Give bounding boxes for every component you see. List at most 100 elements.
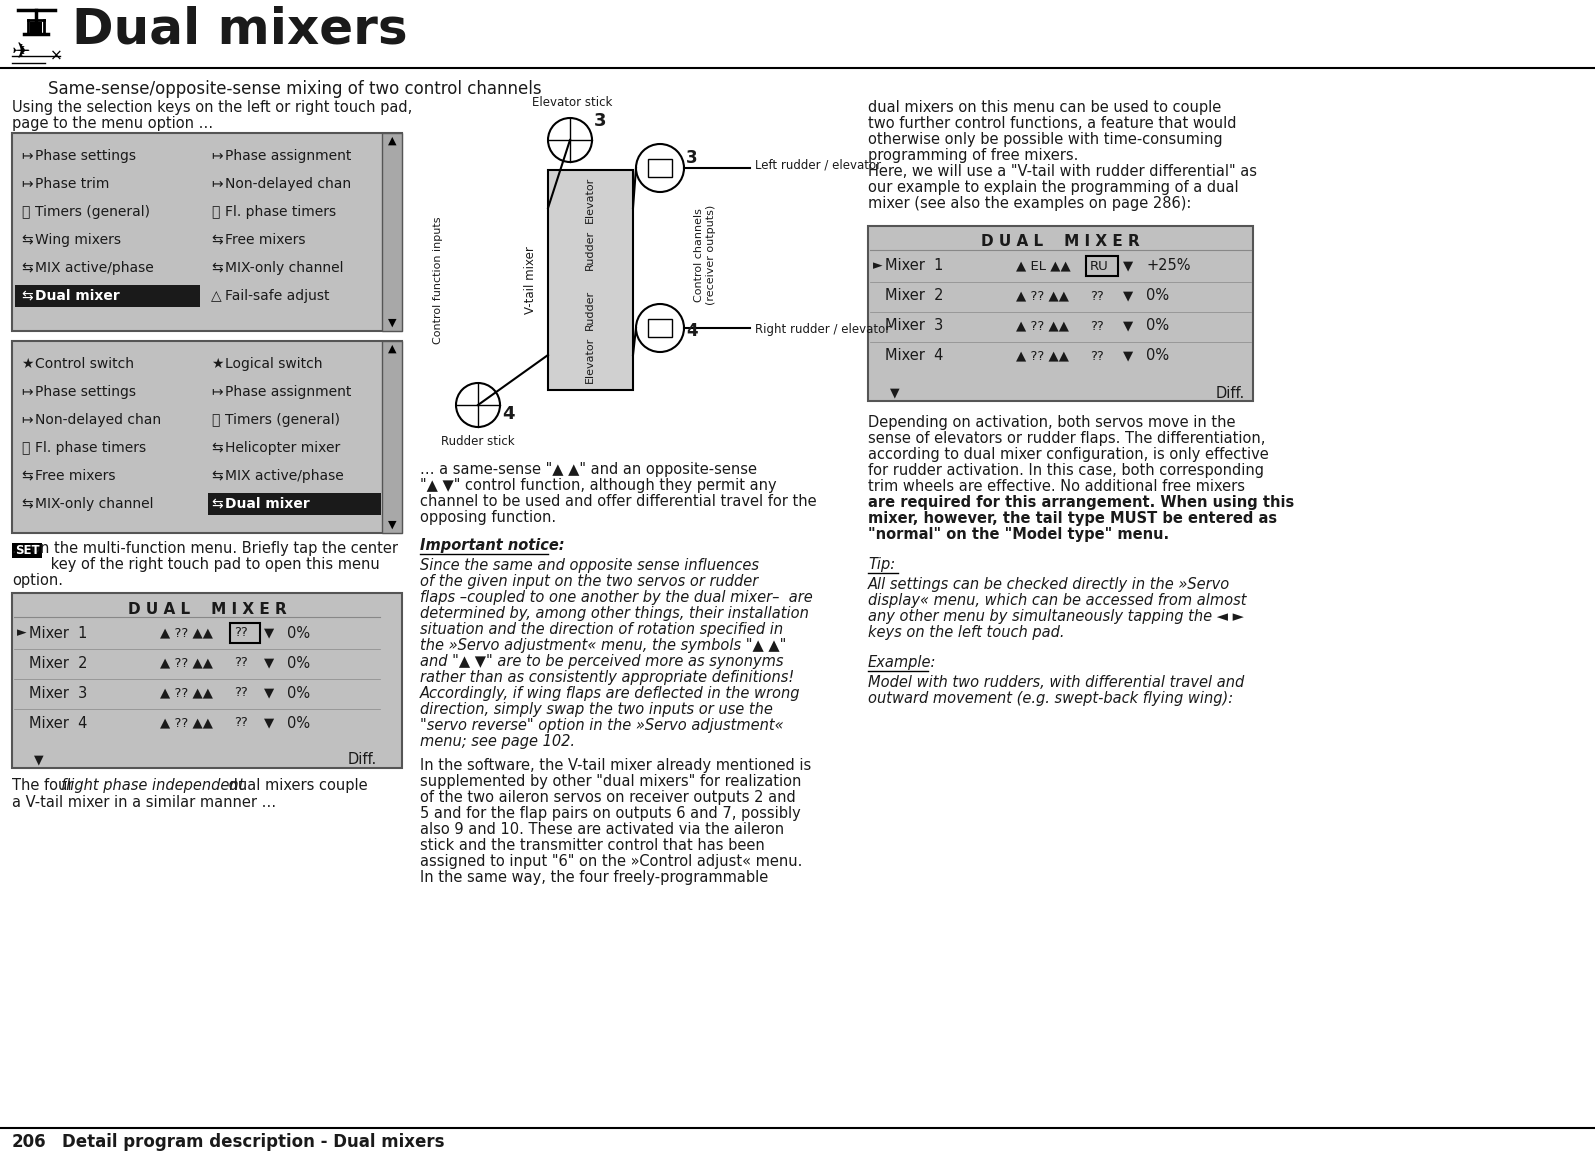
Text: of the given input on the two servos or rudder: of the given input on the two servos or …	[419, 574, 758, 589]
Text: situation and the direction of rotation specified in: situation and the direction of rotation …	[419, 622, 783, 637]
Text: ??: ??	[234, 627, 247, 639]
Text: In the same way, the four freely-programmable: In the same way, the four freely-program…	[419, 870, 769, 885]
Bar	[381, 132, 402, 331]
Text: programming of free mixers.: programming of free mixers.	[868, 147, 1078, 162]
Text: ⇆: ⇆	[21, 289, 32, 303]
Text: In the software, the V-tail mixer already mentioned is: In the software, the V-tail mixer alread…	[419, 758, 812, 773]
Text: rather than as consistently appropriate definitions!: rather than as consistently appropriate …	[419, 670, 794, 685]
Text: Elevator: Elevator	[585, 336, 595, 384]
Text: Right rudder / elevator: Right rudder / elevator	[754, 324, 890, 336]
Text: … a same-sense "▲ ▲" and an opposite-sense: … a same-sense "▲ ▲" and an opposite-sen…	[419, 462, 758, 477]
Text: The four: The four	[13, 778, 78, 793]
Text: ►: ►	[872, 259, 882, 273]
Bar	[648, 319, 671, 338]
Text: ⧖: ⧖	[211, 414, 220, 427]
Text: Rudder stick: Rudder stick	[442, 435, 515, 448]
Text: Mixer  2: Mixer 2	[885, 288, 944, 303]
Text: Fl. phase timers: Fl. phase timers	[35, 441, 147, 455]
Text: ??: ??	[1089, 289, 1104, 303]
Text: Elevator stick: Elevator stick	[531, 96, 612, 109]
Bar	[381, 341, 402, 533]
Bar	[13, 132, 402, 331]
Text: ⇆: ⇆	[211, 469, 223, 483]
Text: ✈: ✈	[13, 41, 30, 62]
Text: Using the selection keys on the left or right touch pad,: Using the selection keys on the left or …	[13, 100, 412, 115]
Text: ▲ ?? ▲▲: ▲ ?? ▲▲	[1016, 349, 1069, 363]
Text: ??: ??	[1089, 319, 1104, 333]
Bar	[230, 623, 260, 643]
Text: ▲ ?? ▲▲: ▲ ?? ▲▲	[160, 717, 214, 729]
Bar	[207, 493, 381, 515]
Text: ⇆: ⇆	[21, 497, 32, 511]
Text: Dual mixer: Dual mixer	[225, 497, 309, 511]
Text: ↦: ↦	[211, 149, 223, 162]
Text: ▼: ▼	[388, 520, 396, 530]
Text: +25%: +25%	[1145, 258, 1190, 273]
Text: Free mixers: Free mixers	[35, 469, 115, 483]
Text: ↦: ↦	[21, 385, 32, 399]
Text: are required for this arrangement. When using this: are required for this arrangement. When …	[868, 495, 1294, 510]
Text: mixer, however, the tail type MUST be entered as: mixer, however, the tail type MUST be en…	[868, 511, 1278, 526]
Text: ►: ►	[18, 627, 27, 639]
Text: Mixer  1: Mixer 1	[29, 626, 88, 641]
Text: Phase settings: Phase settings	[35, 149, 136, 162]
Text: Elevator: Elevator	[585, 177, 595, 223]
Text: ??: ??	[234, 657, 247, 669]
Text: outward movement (e.g. swept-back flying wing):: outward movement (e.g. swept-back flying…	[868, 691, 1233, 706]
Text: Dual mixer: Dual mixer	[35, 289, 120, 303]
Bar	[13, 341, 402, 533]
Text: ▼: ▼	[265, 717, 274, 729]
Text: Phase settings: Phase settings	[35, 385, 136, 399]
Text: MIX active/phase: MIX active/phase	[225, 469, 345, 483]
Text: Mixer  4: Mixer 4	[885, 349, 943, 364]
Text: ▼: ▼	[265, 627, 274, 639]
Text: ??: ??	[234, 687, 247, 699]
Text: for rudder activation. In this case, both corresponding: for rudder activation. In this case, bot…	[868, 463, 1263, 478]
Text: ??: ??	[1089, 349, 1104, 363]
Text: Depending on activation, both servos move in the: Depending on activation, both servos mov…	[868, 415, 1236, 430]
Text: our example to explain the programming of a dual: our example to explain the programming o…	[868, 180, 1239, 195]
Text: Control switch: Control switch	[35, 357, 134, 371]
Text: ▼: ▼	[265, 657, 274, 669]
Text: ??: ??	[234, 717, 247, 729]
Text: Rudder: Rudder	[585, 230, 595, 270]
Text: Important notice:: Important notice:	[419, 538, 565, 553]
Text: 206: 206	[13, 1134, 46, 1151]
Text: ▼: ▼	[388, 318, 396, 328]
Bar	[14, 285, 199, 306]
Text: Fail-safe adjust: Fail-safe adjust	[225, 289, 330, 303]
Text: Model with two rudders, with differential travel and: Model with two rudders, with differentia…	[868, 675, 1244, 690]
Text: 0%: 0%	[287, 655, 309, 670]
Text: key of the right touch pad to open this menu: key of the right touch pad to open this …	[46, 558, 380, 573]
Text: Phase assignment: Phase assignment	[225, 385, 351, 399]
Text: ↦: ↦	[211, 385, 223, 399]
Text: Phase trim: Phase trim	[35, 177, 110, 191]
Text: ▲ ?? ▲▲: ▲ ?? ▲▲	[160, 687, 214, 699]
Text: determined by, among other things, their installation: determined by, among other things, their…	[419, 606, 809, 621]
Text: 0%: 0%	[287, 626, 309, 641]
Bar	[1086, 256, 1118, 276]
Text: ↦: ↦	[21, 414, 32, 427]
Text: display« menu, which can be accessed from almost: display« menu, which can be accessed fro…	[868, 593, 1247, 608]
Text: sense of elevators or rudder flaps. The differentiation,: sense of elevators or rudder flaps. The …	[868, 431, 1265, 446]
Text: ▲ ?? ▲▲: ▲ ?? ▲▲	[1016, 319, 1069, 333]
Text: stick and the transmitter control that has been: stick and the transmitter control that h…	[419, 838, 764, 852]
Text: Diff.: Diff.	[348, 752, 376, 767]
Text: 0%: 0%	[1145, 349, 1169, 364]
Text: "normal" on the "Model type" menu.: "normal" on the "Model type" menu.	[868, 526, 1169, 541]
Bar	[13, 593, 402, 768]
Text: RU: RU	[1089, 259, 1109, 273]
Text: "servo reverse" option in the »Servo adjustment«: "servo reverse" option in the »Servo adj…	[419, 718, 783, 733]
Text: 0%: 0%	[1145, 318, 1169, 333]
Text: Timers (general): Timers (general)	[225, 414, 340, 427]
Text: All settings can be checked directly in the »Servo: All settings can be checked directly in …	[868, 577, 1230, 592]
Text: Control channels
(receiver outputs): Control channels (receiver outputs)	[694, 205, 716, 305]
Text: ▲ ?? ▲▲: ▲ ?? ▲▲	[160, 657, 214, 669]
Bar	[868, 226, 1254, 401]
Text: keys on the left touch pad.: keys on the left touch pad.	[868, 626, 1064, 641]
Text: ⇆: ⇆	[211, 497, 223, 511]
Text: Helicopter mixer: Helicopter mixer	[225, 441, 340, 455]
Text: △: △	[211, 289, 222, 303]
Text: opposing function.: opposing function.	[419, 510, 557, 525]
Text: ▼: ▼	[1123, 259, 1134, 273]
